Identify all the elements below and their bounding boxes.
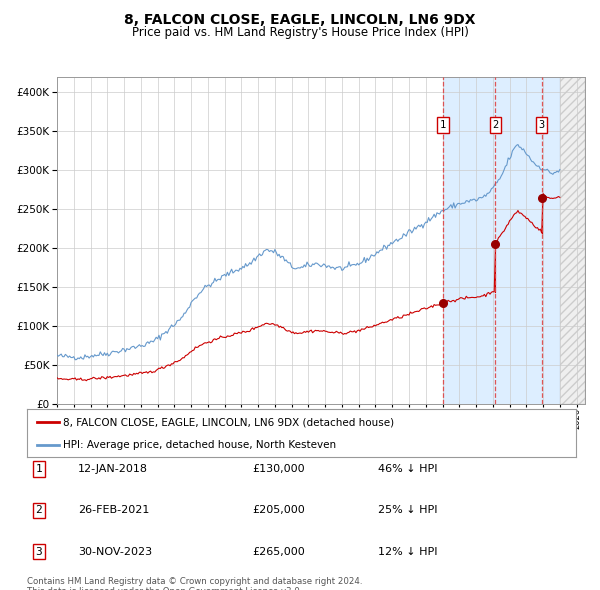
Text: HPI: Average price, detached house, North Kesteven: HPI: Average price, detached house, Nort… [62, 440, 336, 450]
Text: 12% ↓ HPI: 12% ↓ HPI [378, 547, 437, 556]
Text: Contains HM Land Registry data © Crown copyright and database right 2024.
This d: Contains HM Land Registry data © Crown c… [27, 577, 362, 590]
Text: £265,000: £265,000 [252, 547, 305, 556]
Text: 8, FALCON CLOSE, EAGLE, LINCOLN, LN6 9DX: 8, FALCON CLOSE, EAGLE, LINCOLN, LN6 9DX [124, 13, 476, 27]
Text: 30-NOV-2023: 30-NOV-2023 [78, 547, 152, 556]
Text: 25% ↓ HPI: 25% ↓ HPI [378, 506, 437, 515]
Bar [560, 77, 585, 404]
Text: 26-FEB-2021: 26-FEB-2021 [78, 506, 149, 515]
Text: 1: 1 [440, 120, 446, 130]
Text: 3: 3 [539, 120, 545, 130]
Text: 12-JAN-2018: 12-JAN-2018 [78, 464, 148, 474]
Text: 2: 2 [493, 120, 499, 130]
Text: £130,000: £130,000 [252, 464, 305, 474]
Text: £205,000: £205,000 [252, 506, 305, 515]
Text: 3: 3 [35, 547, 43, 556]
Text: Price paid vs. HM Land Registry's House Price Index (HPI): Price paid vs. HM Land Registry's House … [131, 26, 469, 39]
Bar [443, 77, 560, 404]
Text: 1: 1 [35, 464, 43, 474]
Text: 8, FALCON CLOSE, EAGLE, LINCOLN, LN6 9DX (detached house): 8, FALCON CLOSE, EAGLE, LINCOLN, LN6 9DX… [62, 417, 394, 427]
Text: 2: 2 [35, 506, 43, 515]
Text: 46% ↓ HPI: 46% ↓ HPI [378, 464, 437, 474]
